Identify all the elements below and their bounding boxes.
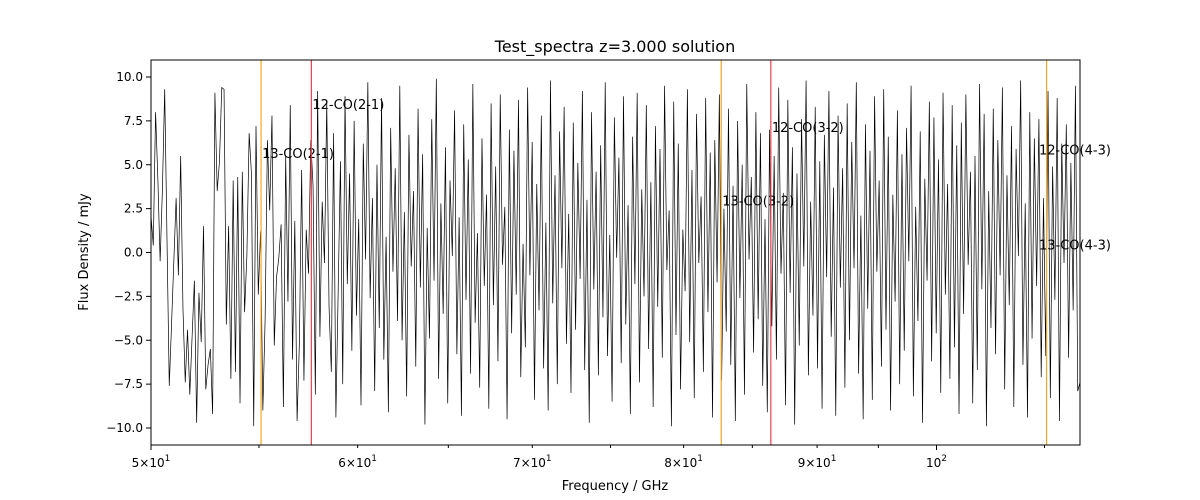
x-axis: 5×101 6×101 7×101 8×101 9×101 102	[132, 445, 1046, 470]
x-tick-label: 8×101	[664, 454, 703, 470]
y-tick-label: −10.0	[106, 421, 143, 435]
line-label: 12-CO(3-2)	[772, 121, 844, 136]
line-label: 12-CO(4-3)	[1039, 144, 1111, 159]
x-tick-label: 102	[926, 454, 947, 470]
x-tick-label: 7×101	[513, 454, 552, 470]
y-tick-label: 7.5	[124, 114, 143, 128]
y-tick-label: −2.5	[114, 289, 143, 303]
spectrum-line	[151, 78, 1080, 427]
line-label: 12-CO(2-1)	[312, 98, 384, 113]
y-tick-label: 0.0	[124, 246, 143, 260]
y-tick-label: 2.5	[124, 202, 143, 216]
y-axis-label: Flux Density / mJy	[77, 193, 92, 311]
line-label: 13-CO(3-2)	[722, 195, 794, 210]
y-tick-label: 5.0	[124, 158, 143, 172]
x-axis-label: Frequency / GHz	[562, 479, 669, 494]
line-label: 13-CO(2-1)	[262, 147, 334, 162]
x-tick-label: 6×101	[338, 454, 377, 470]
y-tick-label: −7.5	[114, 377, 143, 391]
chart-title: Test_spectra z=3.000 solution	[494, 37, 735, 57]
plot-area: 13-CO(2-1) 12-CO(2-1) 13-CO(3-2) 12-CO(3-2)…	[151, 60, 1111, 445]
y-axis: 10.0 7.5 5.0 2.5 0.0 −2.5 −5.0 −7.5 −10.0	[106, 70, 151, 435]
x-tick-label: 5×101	[132, 454, 171, 470]
line-label: 13-CO(4-3)	[1039, 238, 1111, 253]
x-tick-label: 9×101	[798, 454, 837, 470]
y-tick-label: 10.0	[116, 70, 143, 84]
y-tick-label: −5.0	[114, 333, 143, 347]
